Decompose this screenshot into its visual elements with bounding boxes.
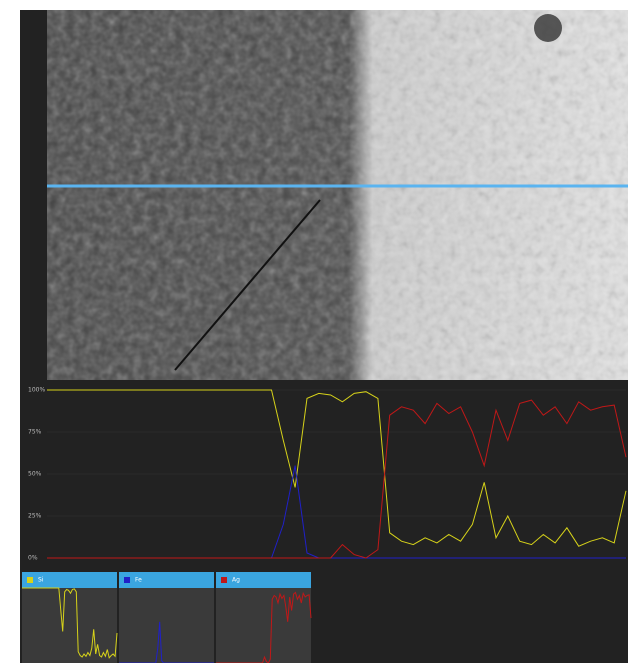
sem-dark-spot bbox=[534, 14, 562, 42]
panel-body bbox=[216, 588, 311, 663]
sem-texture bbox=[47, 10, 628, 380]
series-line bbox=[47, 399, 627, 559]
y-tick-label: 50% bbox=[28, 471, 42, 478]
legend-swatch bbox=[27, 577, 33, 583]
legend-label: Fe bbox=[135, 577, 142, 584]
panel-line bbox=[216, 591, 312, 663]
y-tick-label: 100% bbox=[28, 387, 45, 394]
series-line bbox=[47, 389, 627, 547]
legend-label: Ag bbox=[232, 577, 240, 584]
panel-header bbox=[216, 572, 311, 588]
legend-swatch bbox=[221, 577, 227, 583]
panel-line bbox=[22, 587, 118, 659]
panel-header bbox=[119, 572, 214, 588]
panel-body bbox=[119, 588, 214, 663]
legend-label: Si bbox=[38, 577, 44, 584]
y-tick-label: 0% bbox=[28, 555, 38, 562]
legend-swatch bbox=[124, 577, 130, 583]
y-tick-label: 75% bbox=[28, 429, 42, 436]
panel-header bbox=[22, 572, 117, 588]
y-tick-label: 25% bbox=[28, 513, 42, 520]
sem-crack bbox=[174, 199, 321, 371]
element-panels: Si Fe Ag bbox=[22, 572, 312, 663]
panel-body bbox=[22, 588, 117, 663]
